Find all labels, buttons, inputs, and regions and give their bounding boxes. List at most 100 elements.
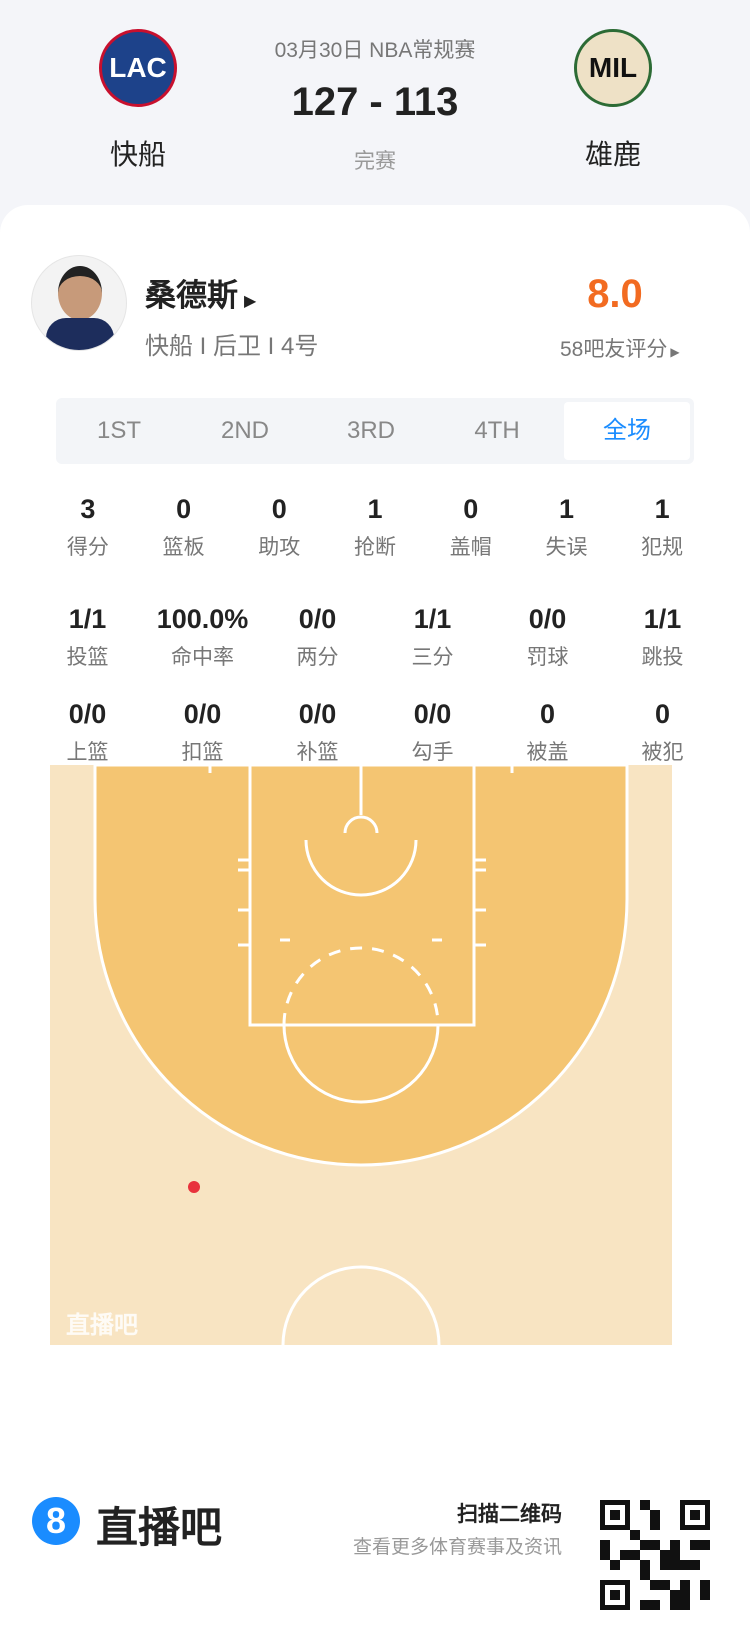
stat-item: 0 盖帽 (423, 494, 519, 561)
stats-row-shooting: 1/1 投篮 100.0% 命中率 0/0 两分 1/1 三分 0/0 罚球 1/1 跳投 (30, 604, 720, 671)
stat-item: 0 篮板 (136, 494, 232, 561)
brand-logo-icon: 8 (32, 1497, 80, 1545)
shot-made-dot[interactable] (188, 1181, 200, 1193)
stat-item: 1 抢断 (327, 494, 423, 561)
stat-label: 命中率 (171, 646, 234, 669)
stat-value: 1/1 (643, 604, 682, 634)
stat-item: 1 犯规 (614, 494, 710, 561)
stat-label: 三分 (411, 646, 454, 669)
stat-item: 0 被盖 (490, 699, 605, 766)
stat-item: 0/0 勾手 (375, 699, 490, 766)
free-throw-circle-bottom (282, 1024, 440, 1104)
stat-label: 抢断 (354, 536, 397, 559)
stat-value: 0/0 (68, 699, 107, 729)
stat-value: 1 (558, 494, 574, 524)
stat-label: 投篮 (66, 646, 109, 669)
restricted-area (304, 839, 418, 897)
stat-value: 0 (539, 699, 556, 729)
caret-right-icon: ▶ (244, 293, 257, 310)
stat-item: 0/0 两分 (260, 604, 375, 671)
stat-value: 0/0 (413, 699, 452, 729)
stat-value: 3 (80, 494, 96, 524)
stat-value: 0 (271, 494, 287, 524)
stat-item: 0 助攻 (231, 494, 327, 561)
stat-item: 100.0% 命中率 (145, 604, 260, 671)
tab-1st[interactable]: 1ST (96, 417, 141, 444)
stat-value: 0/0 (298, 604, 337, 634)
stat-label: 被犯 (641, 741, 684, 764)
mil-abbr: MIL (588, 52, 638, 83)
mil-logo: MIL (574, 29, 652, 107)
stats-row-shot-types: 0/0 上篮 0/0 扣篮 0/0 补篮 0/0 勾手 0 被盖 0 被犯 (30, 699, 720, 766)
match-score: 127 - 113 (291, 80, 459, 124)
stat-label: 犯规 (641, 536, 684, 559)
stat-label: 得分 (66, 536, 109, 559)
stats-row-basic: 3 得分 0 篮板 0 助攻 1 抢断 0 盖帽 1 失误 1 犯规 (40, 494, 710, 561)
tab-4th[interactable]: 4TH (474, 417, 520, 444)
hoop (343, 815, 379, 834)
shot-chart-court: 直播吧 (50, 765, 672, 1345)
stat-value: 0/0 (298, 699, 337, 729)
player-name[interactable]: 桑德斯 ▶ (145, 270, 256, 315)
player-rating: 8.0 (587, 272, 643, 316)
match-date-type: 03月30日 NBA常规赛 (274, 39, 476, 62)
lane-marks (208, 765, 514, 947)
stat-label: 篮板 (162, 536, 205, 559)
stat-label: 被盖 (526, 741, 569, 764)
paint (248, 765, 476, 1027)
stat-item: 3 得分 (40, 494, 136, 561)
stat-value: 1 (654, 494, 670, 524)
stat-item: 1 失误 (519, 494, 615, 561)
stat-item: 0/0 补篮 (260, 699, 375, 766)
rating-link[interactable]: 58吧友评分 ▶ (560, 333, 680, 363)
caret-right-icon: ▶ (670, 345, 680, 359)
stat-value: 0/0 (183, 699, 222, 729)
center-circle (281, 1265, 441, 1345)
scan-qr-desc: 查看更多体育赛事及资讯 (352, 1537, 562, 1558)
stat-label: 罚球 (526, 646, 569, 669)
tab-2nd[interactable]: 2ND (220, 417, 269, 444)
stat-item: 0/0 罚球 (490, 604, 605, 671)
scan-qr-label: 扫描二维码 (457, 1503, 562, 1526)
stat-item: 1/1 跳投 (605, 604, 720, 671)
stat-value: 1 (367, 494, 383, 524)
stat-value: 0 (176, 494, 192, 524)
free-throw-circle-top (282, 946, 440, 1026)
stat-value: 1/1 (68, 604, 107, 634)
home-team-name[interactable]: 快船 (109, 139, 166, 170)
away-team-name[interactable]: 雄鹿 (584, 139, 641, 170)
stat-item: 0/0 扣篮 (145, 699, 260, 766)
stat-item: 0 被犯 (605, 699, 720, 766)
stat-item: 1/1 三分 (375, 604, 490, 671)
stat-label: 跳投 (641, 646, 684, 669)
stat-label: 盖帽 (449, 536, 492, 559)
rating-label: 58吧友评分 (560, 338, 668, 361)
stat-item: 0/0 上篮 (30, 699, 145, 766)
stat-label: 勾手 (411, 741, 454, 764)
stat-label: 上篮 (66, 741, 109, 764)
stat-value: 100.0% (156, 604, 249, 634)
player-avatar (31, 255, 127, 351)
lac-logo: LAC (99, 29, 177, 107)
match-status: 完赛 (354, 150, 396, 173)
brand-name: 直播吧 (96, 1504, 223, 1551)
tab-full-game[interactable]: 全场 (564, 402, 690, 460)
stat-label: 助攻 (258, 536, 301, 559)
stat-value: 0 (654, 699, 671, 729)
three-point-line (93, 765, 629, 1167)
period-tabs: 1ST 2ND 3RD 4TH 全场 (56, 398, 694, 464)
stat-label: 补篮 (296, 741, 339, 764)
lac-abbr: LAC (109, 52, 167, 83)
stat-value: 1/1 (413, 604, 452, 634)
stat-value: 0 (463, 494, 479, 524)
qr-code[interactable] (600, 1500, 710, 1610)
stat-value: 0/0 (528, 604, 567, 634)
stat-item: 1/1 投篮 (30, 604, 145, 671)
watermark: 直播吧 (66, 1312, 138, 1339)
player-name-text: 桑德斯 (145, 278, 238, 313)
stat-label: 两分 (296, 646, 339, 669)
tab-3rd[interactable]: 3RD (346, 417, 395, 444)
stat-label: 失误 (545, 536, 588, 559)
stat-label: 扣篮 (181, 741, 224, 764)
player-info: 快船 I 后卫 I 4号 (145, 333, 319, 360)
